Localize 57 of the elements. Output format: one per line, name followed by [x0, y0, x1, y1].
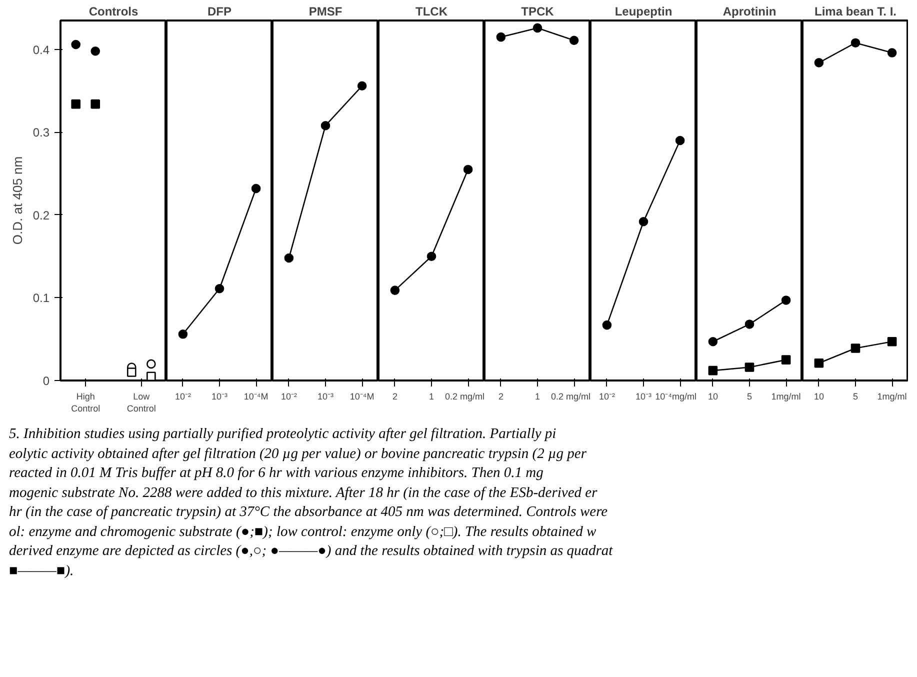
point — [850, 344, 860, 353]
point — [814, 358, 824, 368]
y-tick-label: 0.1 — [32, 291, 50, 306]
point — [744, 320, 754, 329]
x-tick-label: 1mg/ml — [771, 392, 801, 402]
point — [814, 58, 824, 68]
x-tick-label: 1 — [534, 392, 540, 402]
x-tick-label: 2 — [392, 392, 398, 402]
x-tick-label: 0.2 mg/ml — [550, 392, 591, 402]
x-tick-label: 10⁻⁴mg/ml — [655, 392, 697, 402]
y-tick-label: 0 — [42, 374, 50, 388]
text: 5. Inhibition studies using partially purified proteolytic activity after gel filtration. Partially pi — [9, 426, 556, 442]
x-tick-label: 2 — [498, 392, 504, 402]
x-tick-label: 1mg/ml — [877, 392, 907, 402]
chart-title: DFP — [208, 4, 232, 18]
x-tick-label: 5 — [852, 392, 858, 402]
x-tick-label: 10⁻³ — [317, 392, 334, 402]
x-tick-label: 10 — [708, 392, 718, 402]
chart-title: TLCK — [416, 4, 448, 18]
point — [781, 355, 791, 364]
x-tick-label: 5 — [746, 392, 752, 402]
chart-title: Controls — [88, 4, 138, 18]
chart-title: Leupeptin — [614, 4, 672, 18]
point — [781, 296, 791, 305]
chart-title: Lima bean T. I. — [814, 4, 897, 18]
x-tick-label: 10⁻² — [174, 392, 191, 402]
text: ol: enzyme and chromogenic substrate (●;■); low control: enzyme only (○;□). The results obtained w — [9, 524, 596, 540]
x-tick-label: 10⁻³ — [211, 392, 228, 402]
y-axis-title: O.D. at 405 nm — [10, 156, 25, 245]
point — [708, 366, 718, 376]
x-tick-label: 10⁻² — [280, 392, 297, 402]
point — [887, 336, 897, 346]
y-tick-label: 0.3 — [32, 126, 50, 140]
y-tick-label: 0.4 — [32, 42, 50, 57]
text: mogenic substrate No. 2288 were added to this mixture. After 18 hr (in the case of the ESb-derived er — [9, 484, 598, 501]
text: hr (in the case of pancreatic trypsin) at 37°C the absorbance at 405 nm was determined. Controls were — [9, 504, 608, 520]
point — [744, 362, 754, 372]
chart-title: TPCK — [521, 4, 554, 18]
y-tick-label: 0.2 — [32, 208, 50, 222]
chart-title: PMSF — [308, 4, 342, 18]
point — [850, 38, 860, 48]
point — [887, 48, 897, 58]
chart-title: Aprotinin — [722, 4, 776, 18]
x-tick-label: Low Control — [126, 392, 156, 414]
x-tick-label: 0.2 mg/ml — [444, 392, 485, 402]
point — [708, 336, 718, 346]
x-tick-label: 10 — [814, 392, 824, 402]
x-tick-label: 10⁻⁴M — [350, 392, 374, 402]
text: eolytic activity obtained after gel filtration (20 µg per value) or bovine pancreatic trypsin (2 µg per — [9, 446, 587, 462]
text: derived enzyme are depicted as circles (●,○; ●———●) and the results obtained with trypsin as quadrat — [9, 543, 613, 560]
x-tick-label: 10⁻³ — [635, 392, 652, 402]
text: reacted in 0.01 M Tris buffer at pH 8.0 for 6 hr with various enzyme inhibitors. Then 0.1 mg — [9, 465, 544, 482]
x-tick-label: 10⁻² — [598, 392, 615, 402]
text: ■———■). — [9, 562, 74, 579]
x-tick-label: 10⁻⁴M — [244, 392, 268, 402]
x-tick-label: 1 — [428, 392, 434, 402]
x-tick-label: High Control — [71, 392, 100, 414]
